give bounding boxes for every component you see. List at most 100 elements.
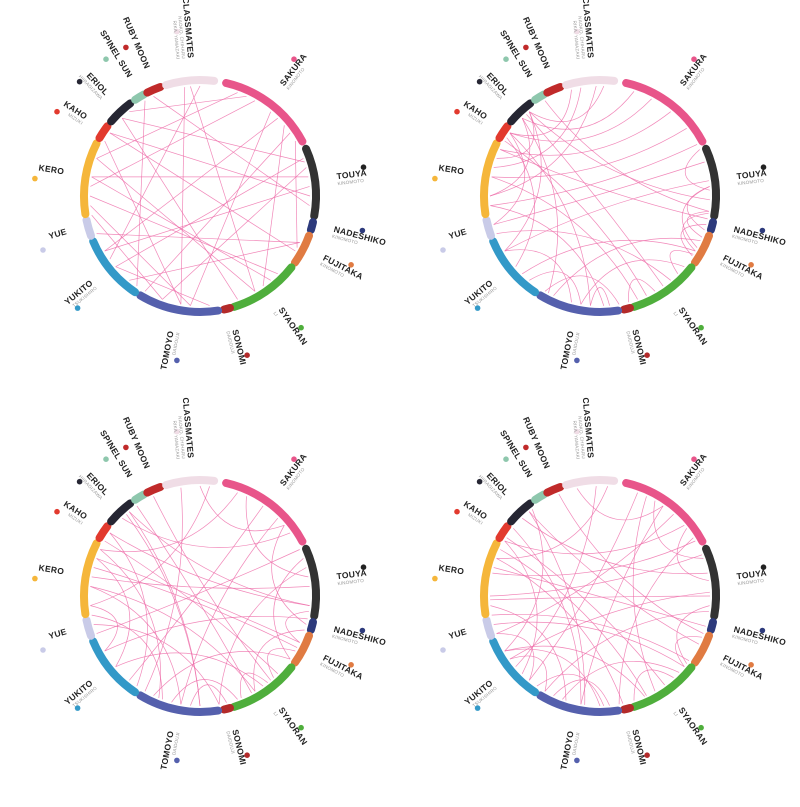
chord-link [262,125,285,287]
chord-link [93,624,220,705]
dot-eriol [76,478,83,485]
dot-sakura [291,456,297,463]
chord-link [162,167,307,300]
chord-link [509,591,710,660]
chord-link [104,540,279,675]
chord-link [504,111,542,252]
chord-link [93,567,298,648]
label-yue: YUE [47,226,67,241]
dot-ruby-moon [123,444,129,451]
dot-fujitaka [348,662,354,668]
arc-spinel-sun [131,90,148,104]
chord-link [544,100,709,212]
arc-nadeshiko [706,618,717,634]
chord-link [122,517,291,548]
dot-yue [440,247,446,253]
arc-spinel-sun [531,490,548,504]
chord-link [240,672,268,699]
arc-eriol [507,499,535,526]
dot-yue [40,247,46,253]
label-subtitle: KINOMOTO [731,234,758,246]
dot-kaho [54,508,60,515]
label-name: SYAORAN [277,305,310,347]
arc-classmates [162,76,219,90]
dot-fujitaka [748,662,754,668]
dot-syaoran [698,724,704,731]
arc-yue [482,616,495,640]
label-subtitle: KINOMOTO [337,578,364,586]
arc-touya [702,544,720,621]
chord-link [136,505,252,694]
chord-link [562,661,680,700]
dot-yukito [474,705,481,711]
dot-nadeshiko [759,627,766,634]
dot-sonomi [244,352,250,359]
label-name: YUE [447,226,467,241]
arc-fujitaka [291,631,313,667]
chord-link [253,629,305,692]
label-subtitle: NAOKO, CHIHARU [577,416,586,459]
arc-kaho [95,522,112,542]
chord-link [267,648,296,678]
dot-fujitaka [348,262,354,268]
label-subtitle: LI [272,311,279,317]
arc-nadeshiko [306,218,317,234]
arc-sakura [622,79,707,146]
chord-link [144,487,183,692]
chord-link [493,621,685,667]
dot-fujitaka [748,262,754,268]
chord-link [144,132,291,292]
label-subtitle: DAIDOUJI [225,331,235,355]
arc-sonomi [620,704,634,714]
label-yue: YUE [447,226,467,241]
chord-link [109,85,201,260]
chord-link [504,524,685,555]
links [489,85,710,307]
chord-link [115,158,304,268]
chord-link [153,651,291,696]
dot-touya [760,164,767,170]
label-subtitle: KINOMOTO [331,634,358,646]
dot-eriol [476,478,483,485]
arc-nadeshiko [306,618,317,634]
arc-eriol [507,99,535,126]
arc-syaoran [629,663,696,711]
chord-link [496,230,671,281]
arc-eriol [107,99,135,126]
label-name: YUE [447,626,467,641]
arc-ruby-moon [543,83,565,97]
chord-link [491,128,687,178]
chord-link [129,505,264,681]
chord-link [245,496,309,578]
arc-ruby-moon [543,483,565,497]
chord-link [90,486,210,606]
dot-spinel-sun [503,456,509,463]
chord-link [271,525,307,625]
dot-kaho [454,508,460,515]
chord-link [496,111,535,159]
arc-yukito [89,637,140,697]
chord-link [91,214,163,300]
arc-sonomi [620,304,634,314]
panel-1: SAKURAKINOMOTOTOUYAKINOMOTONADESHIKOKINO… [32,0,387,371]
label-name: TOUYA [736,168,767,182]
chord-link [491,176,638,300]
dot-yukito [74,305,81,311]
chord-link [136,100,146,287]
arc-fujitaka [691,231,713,267]
